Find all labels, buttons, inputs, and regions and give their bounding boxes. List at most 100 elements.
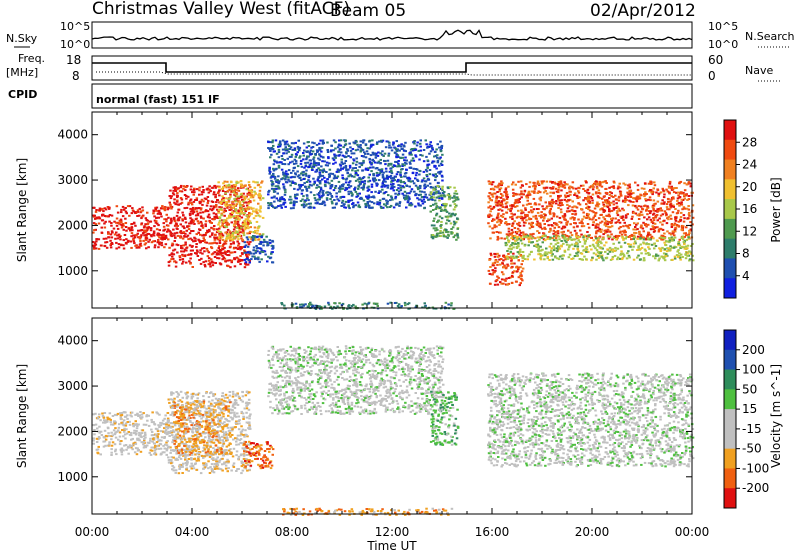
scatter-cell bbox=[149, 234, 153, 237]
scatter-cell bbox=[294, 160, 298, 163]
scatter-cell bbox=[203, 241, 207, 244]
scatter-cell bbox=[229, 245, 232, 248]
scatter-cell bbox=[638, 214, 641, 217]
scatter-cell bbox=[604, 250, 607, 253]
scatter-cell bbox=[199, 233, 202, 236]
scatter-cell bbox=[292, 167, 296, 169]
scatter-cell bbox=[203, 263, 207, 266]
scatter-cell bbox=[235, 195, 239, 198]
scatter-cell bbox=[407, 179, 410, 182]
scatter-cell bbox=[268, 166, 271, 169]
scatter-cell bbox=[532, 215, 535, 218]
scatter-cell bbox=[254, 239, 257, 241]
scatter-cell bbox=[390, 177, 393, 180]
scatter-cell bbox=[232, 247, 236, 250]
scatter-cell bbox=[183, 227, 186, 230]
scatter-cell bbox=[668, 241, 671, 244]
scatter-cell bbox=[335, 195, 338, 198]
scatter-cell bbox=[625, 257, 629, 260]
scatter-cell bbox=[608, 194, 612, 196]
scatter-cell bbox=[632, 201, 635, 203]
scatter-cell bbox=[544, 186, 548, 189]
scatter-cell bbox=[608, 197, 611, 200]
scatter-cell bbox=[657, 208, 661, 210]
scatter-cell bbox=[514, 199, 517, 202]
scatter-cell bbox=[451, 196, 454, 199]
scatter-cell bbox=[219, 202, 223, 205]
scatter-cell bbox=[386, 186, 389, 189]
scatter-cell bbox=[510, 237, 513, 240]
scatter-cell bbox=[636, 214, 639, 217]
scatter-cell bbox=[645, 225, 648, 228]
scatter-cell bbox=[391, 165, 395, 168]
scatter-cell bbox=[374, 167, 378, 170]
scatter-cell bbox=[562, 234, 566, 237]
scatter-cell bbox=[636, 228, 639, 231]
scatter-cell bbox=[629, 196, 633, 198]
scatter-cell bbox=[289, 195, 292, 198]
scatter-cell bbox=[440, 160, 444, 163]
scatter-cell bbox=[589, 185, 593, 188]
scatter-cell bbox=[269, 141, 272, 144]
scatter-cell bbox=[339, 139, 343, 142]
scatter-cell bbox=[620, 252, 623, 255]
scatter-cell bbox=[610, 233, 613, 236]
scatter-cell bbox=[590, 259, 593, 262]
scatter-cell bbox=[276, 192, 279, 195]
scatter-cell bbox=[411, 157, 415, 160]
scatter-cell bbox=[250, 236, 254, 239]
scatter-cell bbox=[390, 170, 393, 173]
scatter-cell bbox=[610, 201, 613, 204]
scatter-cell bbox=[585, 207, 588, 209]
scatter-cell bbox=[576, 251, 580, 254]
scatter-cell bbox=[340, 151, 343, 154]
scatter-cell bbox=[245, 188, 248, 191]
scatter-cell bbox=[680, 228, 683, 231]
scatter-cell bbox=[340, 161, 343, 164]
scatter-cell bbox=[299, 160, 303, 163]
scatter-cell bbox=[218, 189, 221, 192]
scatter-cell bbox=[261, 233, 265, 236]
scatter-cell bbox=[254, 251, 258, 254]
scatter-cell bbox=[663, 219, 666, 222]
scatter-cell bbox=[165, 230, 169, 233]
scatter-cell bbox=[348, 174, 352, 177]
scatter-cell bbox=[681, 235, 685, 238]
scatter-cell bbox=[271, 183, 275, 185]
scatter-cell bbox=[154, 206, 157, 209]
scatter-cell bbox=[563, 250, 567, 253]
scatter-cell bbox=[531, 185, 535, 188]
scatter-cell bbox=[611, 256, 615, 258]
scatter-cell bbox=[294, 153, 298, 156]
scatter-cell bbox=[322, 200, 325, 203]
scatter-cell bbox=[252, 207, 255, 210]
scatter-cell bbox=[423, 200, 426, 203]
scatter-cell bbox=[502, 254, 506, 257]
scatter-cell bbox=[160, 241, 163, 244]
scatter-cell bbox=[237, 187, 240, 190]
scatter-cell bbox=[231, 235, 234, 238]
scatter-cell bbox=[380, 207, 383, 209]
scatter-cell bbox=[325, 171, 328, 173]
scatter-cell bbox=[401, 153, 405, 156]
freq-label-1: Freq. bbox=[18, 52, 45, 65]
scatter-cell bbox=[549, 236, 552, 239]
scatter-cell bbox=[642, 221, 645, 224]
scatter-cell bbox=[620, 233, 624, 236]
scatter-cell bbox=[234, 218, 238, 221]
scatter-cell bbox=[435, 212, 439, 215]
scatter-cell bbox=[223, 250, 227, 253]
scatter-cell bbox=[597, 226, 600, 229]
scatter-cell bbox=[659, 221, 662, 224]
scatter-cell bbox=[435, 205, 439, 208]
scatter-cell bbox=[305, 174, 308, 177]
scatter-cell bbox=[160, 244, 164, 247]
scatter-cell bbox=[261, 251, 265, 253]
scatter-cell bbox=[557, 246, 561, 249]
scatter-cell bbox=[158, 233, 162, 236]
scatter-cell bbox=[200, 190, 204, 193]
scatter-cell bbox=[560, 199, 563, 202]
scatter-cell bbox=[195, 197, 199, 200]
scatter-cell bbox=[249, 222, 252, 224]
scatter-cell bbox=[205, 241, 208, 244]
